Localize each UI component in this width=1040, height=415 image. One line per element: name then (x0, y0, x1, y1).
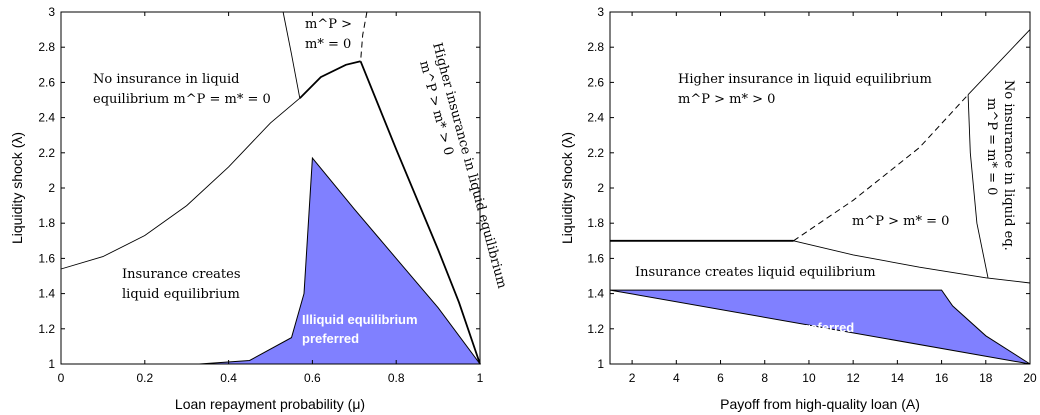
right-annot-no-insurance-2: m^P = m* = 0 (984, 98, 999, 195)
y-tick-label: 1.6 (587, 251, 604, 265)
y-tick-label: 2.6 (38, 75, 55, 89)
y-tick-label: 2.6 (587, 75, 604, 89)
x-tick-label: 0 (58, 371, 65, 385)
x-tick-label: 0.2 (136, 371, 153, 385)
boundary-line-3 (299, 60, 361, 99)
x-tick-label: 12 (846, 371, 860, 385)
right-annot-higher-1: Higher insurance in liquid equilibrium (678, 72, 932, 87)
right-ticks: 1 1.2 1.4 1.6 1.8 2 2.2 2.4 2.6 2.8 3 2 4 6 8 10 12 14 16 1… (587, 5, 1037, 385)
boundary-line-3 (793, 240, 1031, 284)
left-annot-higher-1: Higher insurance in liquid equilibrium (429, 41, 509, 290)
right-annot-insurance-creates: Insurance creates liquid equilibrium (635, 265, 876, 280)
x-tick-label: 20 (1023, 371, 1037, 385)
y-tick-label: 2.4 (38, 111, 55, 125)
y-tick-label: 2 (597, 181, 604, 195)
x-tick-label: 8 (761, 371, 768, 385)
boundary-line-1 (793, 94, 969, 242)
x-tick-label: 0.6 (304, 371, 321, 385)
left-annot-illiquid-2: preferred (302, 331, 359, 346)
y-tick-label: 2.2 (38, 146, 55, 160)
x-tick-label: 4 (673, 371, 680, 385)
y-tick-label: 2.8 (38, 40, 55, 54)
y-tick-label: 3 (597, 5, 604, 19)
left-boundary-lines (60, 11, 481, 365)
x-tick-label: 10 (802, 371, 816, 385)
left-ticks: 1 1.2 1.4 1.6 1.8 2 2.2 2.4 2.6 2.8 3 0 0.2 0.4 0.6 0.8… (38, 5, 483, 385)
right-illiquid-region (609, 289, 1031, 365)
left-annot-insurance-creates-1: Insurance creates (122, 267, 241, 282)
y-tick-label: 1.4 (38, 287, 55, 301)
boundary-line-1 (282, 11, 301, 99)
left-annot-mp-top-1: m^P > (305, 17, 352, 32)
y-tick-label: 1.8 (587, 216, 604, 230)
illiquid-region-polygon (199, 156, 481, 365)
right-boundary-lines (610, 29, 1031, 284)
left-annot-no-insurance-1: No insurance in liquid (93, 72, 240, 87)
y-tick-label: 2 (48, 181, 55, 195)
y-tick-label: 3 (48, 5, 55, 19)
right-annot-illiquid: Illiquid equilibrium preferred (678, 320, 854, 335)
x-tick-label: 16 (935, 371, 949, 385)
x-tick-label: 1 (477, 371, 484, 385)
x-tick-label: 0.4 (220, 371, 237, 385)
y-tick-label: 1.4 (587, 287, 604, 301)
x-tick-label: 6 (717, 371, 724, 385)
left-y-axis-label: Liquidity shock (λ) (9, 132, 25, 244)
left-annot-illiquid-1: Illiquid equilibrium (302, 312, 418, 327)
illiquid-region-polygon (609, 289, 1031, 365)
x-tick-label: 14 (891, 371, 905, 385)
y-tick-label: 1.8 (38, 216, 55, 230)
left-annot-insurance-creates-2: liquid equilibrium (122, 287, 240, 302)
right-x-axis-label: Payoff from high-quality loan (A) (720, 396, 920, 412)
x-tick-label: 0.8 (388, 371, 405, 385)
right-annot-higher-2: m^P > m* > 0 (678, 92, 775, 107)
y-tick-label: 1.2 (587, 322, 604, 336)
y-tick-label: 2.8 (587, 40, 604, 54)
y-tick-label: 1 (597, 357, 604, 371)
x-tick-label: 18 (979, 371, 993, 385)
x-tick-label: 2 (629, 371, 636, 385)
boundary-line-4 (359, 60, 481, 365)
left-annot-mp-top-2: m* = 0 (305, 37, 351, 52)
y-tick-label: 1.2 (38, 322, 55, 336)
right-annot-mp-mid: m^P > m* = 0 (852, 214, 949, 229)
y-tick-label: 1 (48, 357, 55, 371)
y-tick-label: 2.2 (587, 146, 604, 160)
left-x-axis-label: Loan repayment probability (μ) (175, 396, 365, 412)
boundary-line-4 (967, 94, 989, 278)
right-chart: 1 1.2 1.4 1.6 1.8 2 2.2 2.4 2.6 2.8 3 2 4 6 8 10 12 14 16 1… (559, 5, 1037, 412)
boundary-line-0 (60, 97, 301, 270)
y-tick-label: 2.4 (587, 111, 604, 125)
right-y-axis-label: Liquidity shock (λ) (559, 132, 575, 244)
boundary-line-2 (360, 11, 368, 62)
right-annot-no-insurance-1: No insurance in liquid eq. (1001, 80, 1016, 251)
y-tick-label: 1.6 (38, 251, 55, 265)
left-chart: 1 1.2 1.4 1.6 1.8 2 2.2 2.4 2.6 2.8 3 0 0.2 0.4 0.6 0.8… (9, 5, 509, 412)
left-annot-no-insurance-2: equilibrium m^P = m* = 0 (93, 92, 271, 107)
boundary-line-2 (967, 29, 1031, 96)
left-illiquid-region (199, 156, 481, 365)
